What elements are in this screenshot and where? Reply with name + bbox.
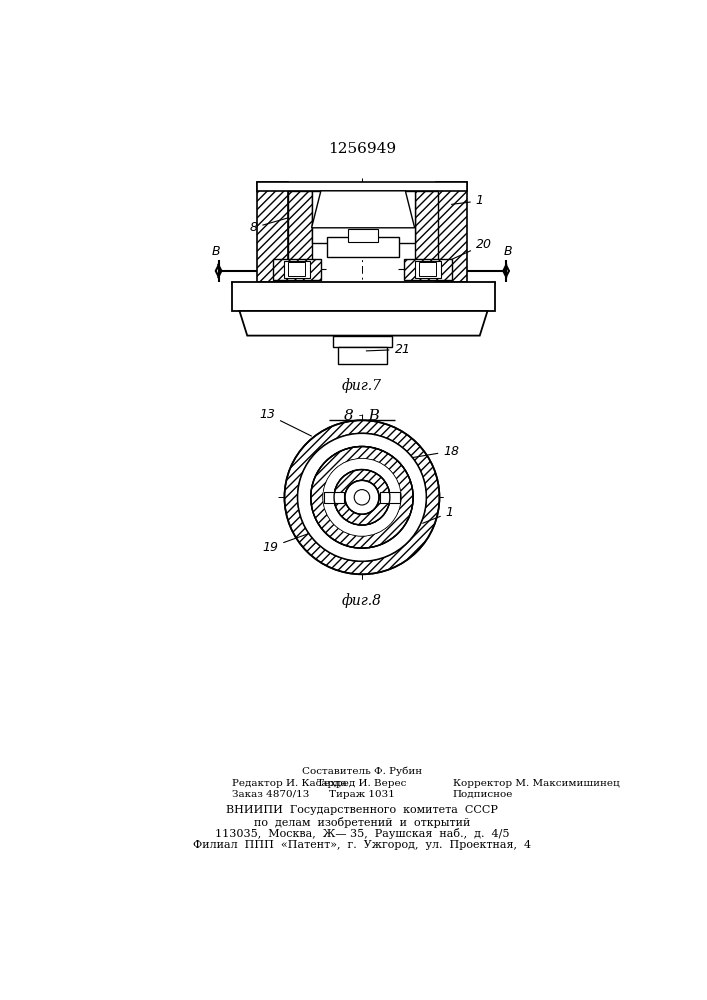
Text: 8: 8 [250,217,291,234]
Circle shape [345,480,379,514]
Bar [232,282,495,311]
Text: Корректор М. Максимишинец: Корректор М. Максимишинец [452,779,619,788]
Bar [414,191,438,260]
Circle shape [298,433,426,561]
Text: 13: 13 [259,408,311,436]
Text: Подписное: Подписное [452,790,513,799]
Polygon shape [312,191,414,228]
Text: Составитель Ф. Рубин: Составитель Ф. Рубин [302,767,422,776]
Text: 19: 19 [262,525,332,554]
Bar [273,259,321,280]
Text: B: B [212,245,221,258]
Bar [380,492,400,503]
Bar [257,182,288,282]
Circle shape [334,470,390,525]
Bar [257,182,467,191]
Text: Филиал  ППП  «Патент»,  г.  Ужгород,  ул.  Проектная,  4: Филиал ППП «Патент», г. Ужгород, ул. Про… [193,840,531,850]
Text: по  делам  изобретений  и  открытий: по делам изобретений и открытий [254,817,470,828]
Text: 8 - B: 8 - B [344,409,380,423]
Text: Редактор И. Касарда: Редактор И. Касарда [232,779,346,788]
Bar [288,191,312,260]
Wedge shape [334,470,390,525]
Text: 1: 1 [423,506,454,523]
Bar [436,182,467,282]
Bar [324,492,344,503]
Bar [419,262,436,276]
Circle shape [323,459,401,536]
Text: 113035,  Москва,  Ж— 35,  Раушская  наб.,  д.  4/5: 113035, Москва, Ж— 35, Раушская наб., д.… [215,828,509,839]
Text: B: B [504,245,513,258]
Text: ВНИИПИ  Государственного  комитета  СССР: ВНИИПИ Государственного комитета СССР [226,805,498,815]
Bar [404,259,452,280]
Bar [284,261,310,278]
Text: фиг.7: фиг.7 [342,378,382,393]
Wedge shape [311,446,413,548]
Bar [414,261,441,278]
Bar [348,229,378,242]
Text: Техред И. Верес: Техред И. Верес [317,779,407,788]
Text: фиг.8: фиг.8 [342,594,382,608]
Bar [312,191,414,243]
Text: 1256949: 1256949 [328,142,396,156]
Polygon shape [240,311,488,336]
Text: 20: 20 [448,238,492,261]
Bar [327,237,399,257]
Wedge shape [284,420,440,574]
Bar [288,262,305,276]
Bar [338,347,387,364]
Text: 21: 21 [366,343,411,356]
Text: 1: 1 [452,194,484,207]
Text: 18: 18 [397,445,460,460]
Text: Тираж 1031: Тираж 1031 [329,790,395,799]
Text: Заказ 4870/13: Заказ 4870/13 [232,790,309,799]
Circle shape [354,490,370,505]
Bar [332,336,392,347]
